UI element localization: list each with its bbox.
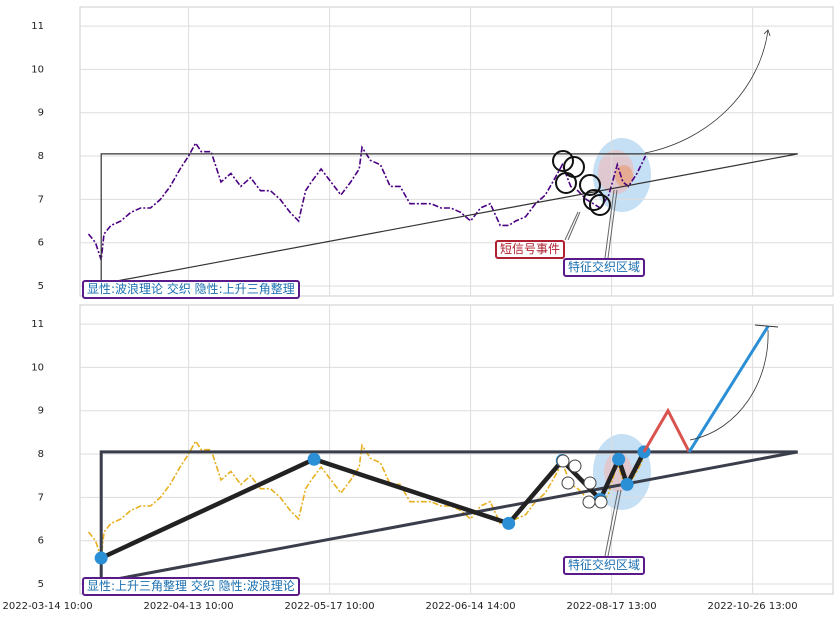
y-tick-label: 11 bbox=[31, 21, 44, 32]
signal-circles bbox=[552, 150, 611, 216]
pointer bbox=[564, 211, 581, 241]
annotation: 显性:上升三角整理 交织 隐性:波浪理论 bbox=[82, 577, 300, 596]
pivot-marker bbox=[620, 477, 634, 491]
pivot-marker bbox=[94, 551, 108, 565]
y-tick-label: 9 bbox=[38, 108, 44, 119]
x-tick-label: 2022-05-17 10:00 bbox=[285, 601, 375, 612]
y-tick-label: 10 bbox=[31, 64, 44, 75]
pointer bbox=[604, 189, 618, 259]
arrow-head bbox=[754, 324, 779, 328]
y-tick-label: 7 bbox=[38, 194, 44, 205]
pattern-line bbox=[100, 153, 798, 284]
annotation: 特征交织区域 bbox=[563, 258, 646, 277]
arrow-head bbox=[763, 29, 771, 37]
arrow bbox=[689, 329, 769, 441]
y-tick-label: 6 bbox=[38, 238, 44, 249]
pivot-marker bbox=[612, 452, 626, 466]
arrow bbox=[644, 29, 769, 154]
zone bbox=[615, 165, 633, 187]
pattern-line bbox=[99, 450, 798, 582]
y-tick-label: 5 bbox=[38, 281, 44, 292]
pattern-line bbox=[642, 407, 691, 453]
pattern-line bbox=[687, 325, 770, 453]
y-tick-label: 5 bbox=[38, 579, 44, 590]
panel-frame bbox=[79, 6, 834, 297]
pivot-marker bbox=[307, 452, 321, 466]
y-tick-label: 8 bbox=[38, 151, 44, 162]
y-tick-label: 7 bbox=[38, 492, 44, 503]
y-tick-label: 11 bbox=[31, 319, 44, 330]
y-tick-label: 9 bbox=[38, 406, 44, 417]
y-tick-label: 8 bbox=[38, 449, 44, 460]
x-tick-label: 2022-04-13 10:00 bbox=[144, 601, 234, 612]
x-tick-label: 2022-10-26 13:00 bbox=[708, 601, 798, 612]
pattern-line bbox=[101, 153, 798, 285]
pattern-line bbox=[100, 450, 646, 561]
price-line bbox=[87, 439, 647, 559]
pivot-marker bbox=[502, 516, 516, 530]
annotation: 显性:波浪理论 交织 隐性:上升三角整理 bbox=[82, 280, 300, 299]
y-tick-label: 10 bbox=[31, 362, 44, 373]
wave-points bbox=[556, 454, 608, 509]
pointer bbox=[604, 489, 622, 557]
annotation: 短信号事件 bbox=[495, 240, 566, 259]
x-tick-label: 2022-03-14 10:00 bbox=[3, 601, 93, 612]
panel-frame bbox=[79, 304, 834, 595]
plot-layer bbox=[80, 7, 833, 594]
x-tick-label: 2022-08-17 13:00 bbox=[567, 601, 657, 612]
annotation: 特征交织区域 bbox=[563, 556, 646, 575]
pattern-line bbox=[100, 450, 798, 584]
y-tick-label: 6 bbox=[38, 536, 44, 547]
x-tick-label: 2022-06-14 14:00 bbox=[426, 601, 516, 612]
